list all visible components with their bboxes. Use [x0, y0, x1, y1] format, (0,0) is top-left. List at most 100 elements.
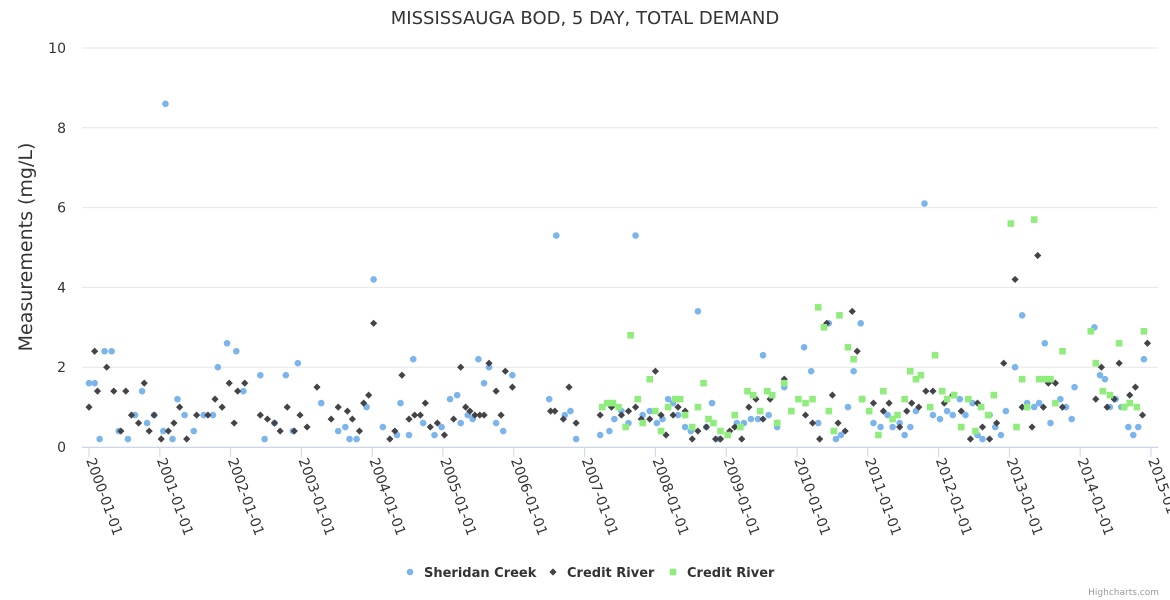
data-point[interactable]	[223, 339, 231, 347]
data-point[interactable]	[200, 411, 207, 419]
data-point[interactable]	[875, 431, 882, 439]
data-point[interactable]	[157, 435, 165, 443]
data-point[interactable]	[552, 232, 560, 239]
data-point[interactable]	[943, 407, 951, 415]
data-point[interactable]	[409, 355, 417, 363]
data-point[interactable]	[669, 411, 677, 419]
data-point[interactable]	[894, 411, 901, 419]
data-point[interactable]	[889, 415, 896, 423]
legend-item-0[interactable]: Sheridan Creek	[406, 566, 537, 581]
data-point[interactable]	[334, 427, 342, 435]
data-point[interactable]	[1130, 431, 1137, 439]
data-point[interactable]	[903, 407, 911, 415]
data-point[interactable]	[943, 395, 951, 403]
data-point[interactable]	[290, 427, 298, 435]
data-point[interactable]	[103, 363, 111, 371]
data-point[interactable]	[283, 403, 291, 411]
data-point[interactable]	[816, 435, 824, 443]
data-point[interactable]	[624, 407, 633, 415]
data-point[interactable]	[896, 419, 903, 427]
data-point[interactable]	[754, 415, 762, 423]
data-point[interactable]	[711, 435, 720, 443]
data-point[interactable]	[957, 407, 965, 415]
data-point[interactable]	[700, 379, 707, 387]
data-point[interactable]	[949, 411, 957, 419]
data-point[interactable]	[438, 423, 445, 431]
data-point[interactable]	[962, 411, 969, 419]
data-point[interactable]	[96, 435, 103, 443]
data-point[interactable]	[664, 395, 672, 403]
data-point[interactable]	[652, 407, 659, 415]
data-point[interactable]	[440, 431, 449, 439]
data-point[interactable]	[912, 375, 920, 383]
data-point[interactable]	[214, 363, 222, 371]
data-point[interactable]	[91, 379, 98, 387]
data-point[interactable]	[91, 347, 99, 355]
data-point[interactable]	[708, 399, 716, 407]
data-point[interactable]	[457, 419, 465, 427]
data-point[interactable]	[169, 435, 176, 443]
data-point[interactable]	[1030, 403, 1038, 411]
data-point[interactable]	[858, 395, 866, 403]
data-point[interactable]	[127, 411, 136, 419]
data-point[interactable]	[501, 367, 509, 375]
data-point[interactable]	[499, 427, 507, 435]
data-point[interactable]	[1101, 375, 1109, 383]
data-point[interactable]	[901, 431, 908, 439]
data-point[interactable]	[124, 435, 132, 443]
data-point[interactable]	[313, 383, 321, 391]
data-point[interactable]	[85, 403, 93, 411]
data-point[interactable]	[768, 391, 776, 399]
data-point[interactable]	[749, 391, 757, 399]
data-point[interactable]	[632, 232, 639, 239]
data-point[interactable]	[294, 359, 302, 367]
data-point[interactable]	[379, 423, 387, 431]
data-point[interactable]	[1028, 423, 1036, 431]
data-point[interactable]	[906, 367, 914, 375]
data-point[interactable]	[355, 427, 364, 435]
data-point[interactable]	[117, 427, 125, 435]
data-point[interactable]	[631, 403, 640, 411]
data-point[interactable]	[411, 411, 419, 419]
data-point[interactable]	[480, 411, 488, 419]
data-point[interactable]	[398, 371, 406, 379]
data-point[interactable]	[836, 312, 843, 319]
data-point[interactable]	[938, 387, 946, 395]
data-point[interactable]	[545, 395, 553, 403]
legend-symbol[interactable]	[549, 568, 557, 576]
data-point[interactable]	[917, 371, 925, 379]
data-point[interactable]	[466, 407, 474, 415]
data-point[interactable]	[1052, 399, 1059, 407]
data-point[interactable]	[303, 423, 311, 431]
data-point[interactable]	[346, 435, 353, 443]
data-point[interactable]	[957, 423, 965, 431]
data-point[interactable]	[270, 419, 279, 427]
data-point[interactable]	[808, 419, 817, 427]
data-point[interactable]	[419, 419, 427, 427]
data-point[interactable]	[1047, 419, 1054, 427]
data-point[interactable]	[1125, 423, 1132, 431]
data-point[interactable]	[814, 419, 822, 427]
data-point[interactable]	[657, 427, 665, 435]
data-point[interactable]	[1018, 403, 1026, 411]
data-point[interactable]	[814, 304, 822, 311]
data-point[interactable]	[795, 395, 802, 403]
data-point[interactable]	[1133, 403, 1141, 411]
data-point[interactable]	[1126, 391, 1134, 399]
data-point[interactable]	[1126, 399, 1134, 407]
data-point[interactable]	[788, 407, 795, 415]
data-point[interactable]	[225, 379, 233, 387]
data-point[interactable]	[877, 423, 884, 431]
legend-symbol[interactable]	[669, 568, 677, 576]
data-point[interactable]	[296, 411, 304, 419]
data-point[interactable]	[607, 403, 616, 411]
data-point[interactable]	[234, 387, 242, 395]
data-point[interactable]	[1034, 251, 1042, 260]
data-point[interactable]	[615, 403, 622, 411]
data-point[interactable]	[844, 403, 852, 411]
data-point[interactable]	[832, 435, 840, 443]
data-point[interactable]	[85, 379, 93, 387]
data-point[interactable]	[885, 399, 893, 407]
data-point[interactable]	[596, 411, 604, 419]
data-point[interactable]	[110, 387, 118, 395]
